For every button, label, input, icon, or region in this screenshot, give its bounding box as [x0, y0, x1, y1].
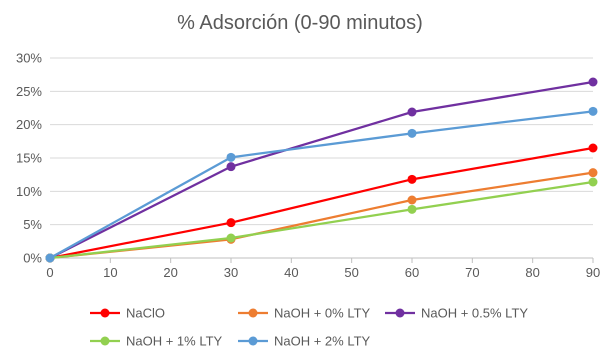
data-point — [226, 218, 236, 228]
x-tick-label: 70 — [465, 265, 479, 280]
x-tick-label: 50 — [344, 265, 358, 280]
axes — [49, 257, 594, 263]
series-0 — [45, 143, 598, 263]
x-tick-label: 20 — [163, 265, 177, 280]
data-point — [407, 107, 417, 117]
legend-swatch-marker — [100, 336, 110, 346]
data-point — [407, 128, 417, 138]
legend-item: NaOH + 2% LTY — [238, 334, 371, 348]
data-point — [588, 106, 598, 116]
series-line — [48, 171, 595, 260]
gridlines — [50, 57, 593, 226]
legend-swatch-marker — [100, 308, 110, 318]
plot-area — [45, 77, 598, 263]
x-tick-label: 40 — [284, 265, 298, 280]
y-tick-label: 5% — [23, 217, 42, 232]
legend-label: NaOH + 1% LTY — [126, 334, 223, 348]
legend-label: NaOH + 2% LTY — [274, 334, 371, 348]
series-2 — [45, 77, 598, 263]
y-tick-label: 20% — [16, 117, 42, 132]
y-tick-label: 15% — [16, 151, 42, 166]
series-line — [48, 110, 595, 260]
data-point — [407, 204, 417, 214]
data-point — [226, 162, 236, 172]
legend-item: NaOH + 0% LTY — [238, 306, 371, 321]
legend-item: NaOH + 0.5% LTY — [385, 306, 528, 321]
y-tick-label: 30% — [16, 51, 42, 66]
data-point — [226, 152, 236, 162]
data-point — [407, 174, 417, 184]
series-line — [48, 180, 595, 260]
series-line — [48, 80, 595, 260]
data-point — [588, 77, 598, 87]
y-axis-tick-labels: 0% 5% 10% 15% 20% 25% 30% — [16, 51, 42, 266]
data-point — [588, 143, 598, 153]
x-tick-label: 80 — [525, 265, 539, 280]
legend-item: NaClO — [90, 306, 165, 321]
x-tick-label: 0 — [46, 265, 53, 280]
legend-label: NaClO — [126, 306, 165, 321]
data-point — [588, 177, 598, 187]
chart-title: % Adsorción (0-90 minutos) — [177, 12, 423, 34]
x-axis-tick-labels: 0 10 20 30 40 50 60 70 80 90 — [46, 265, 600, 280]
data-point — [45, 253, 55, 263]
x-tick-label: 60 — [405, 265, 419, 280]
legend: NaClO NaOH + 0% LTY NaOH + 0.5% LTY NaOH + … — [90, 306, 528, 348]
legend-swatch-marker — [248, 308, 258, 318]
x-tick-label: 90 — [586, 265, 600, 280]
data-point — [226, 233, 236, 243]
legend-label: NaOH + 0.5% LTY — [421, 306, 528, 321]
data-point — [588, 168, 598, 178]
data-point — [407, 195, 417, 205]
legend-item: NaOH + 1% LTY — [90, 334, 223, 348]
x-tick-label: 30 — [224, 265, 238, 280]
legend-swatch-marker — [395, 308, 405, 318]
series-line — [48, 146, 595, 260]
x-tick-label: 10 — [103, 265, 117, 280]
legend-swatch-marker — [248, 336, 258, 346]
legend-label: NaOH + 0% LTY — [274, 306, 371, 321]
y-tick-label: 0% — [23, 251, 42, 266]
series-4 — [45, 106, 598, 263]
y-tick-label: 25% — [16, 84, 42, 99]
y-tick-label: 10% — [16, 184, 42, 199]
